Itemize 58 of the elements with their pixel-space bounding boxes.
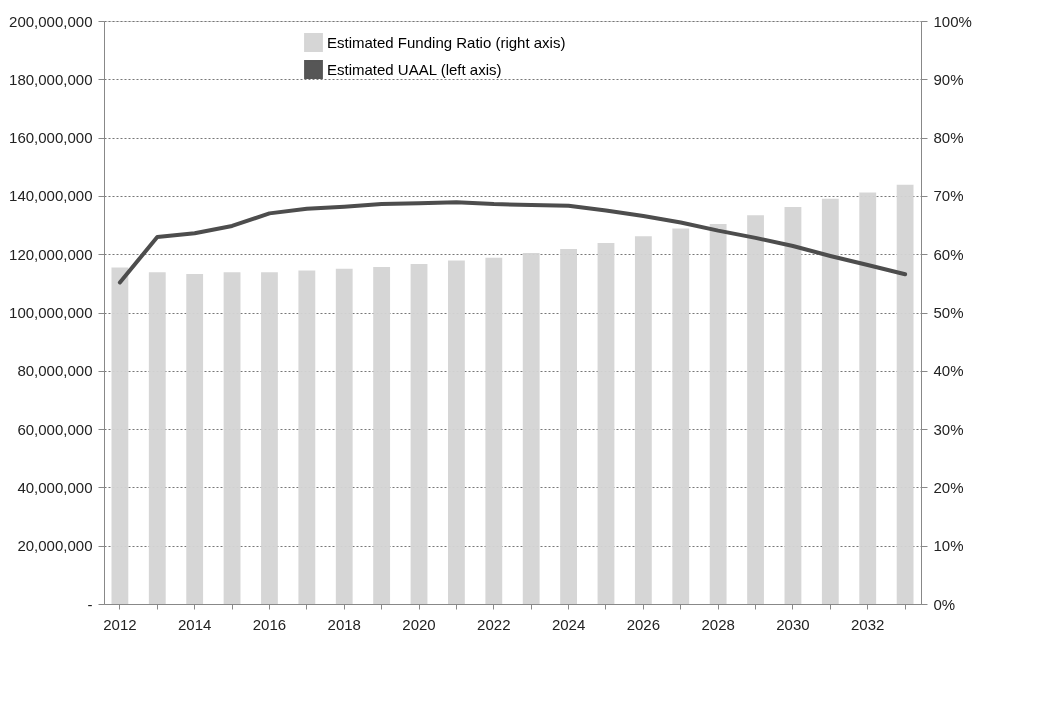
bar [223, 272, 241, 604]
line-series [117, 200, 908, 285]
x-tick-label: 2030 [776, 615, 810, 633]
x-tick-label: 2016 [252, 615, 287, 633]
bar [522, 253, 540, 604]
bar [597, 243, 615, 604]
y-tick-label: 100,000,000 [9, 304, 93, 321]
x-tick-label: 2012 [103, 615, 137, 633]
bar [186, 274, 204, 604]
bar [747, 215, 764, 604]
y2-tick-label: 30% [933, 420, 964, 438]
bar [148, 272, 166, 604]
x-tick-label: 2028 [701, 615, 735, 633]
y2-tick-label: 20% [933, 478, 964, 496]
legend-label: Estimated Funding Ratio (right axis) [327, 33, 566, 51]
bar [298, 270, 316, 604]
bar [821, 198, 839, 604]
y2-tick-label: 60% [933, 245, 964, 263]
x-tick-label: 2020 [402, 615, 436, 633]
y2-tick-label: 80% [933, 129, 964, 147]
bar [560, 248, 577, 604]
bar [410, 264, 428, 604]
bar [709, 223, 727, 604]
bar [485, 257, 503, 604]
bar [634, 236, 652, 604]
x-tick-label: 2024 [551, 615, 586, 633]
x-tick-label: 2032 [851, 615, 885, 633]
bar [373, 267, 391, 604]
y-tick-label: 140,000,000 [9, 187, 93, 205]
bar [261, 272, 278, 604]
bar [335, 268, 353, 604]
bar [859, 192, 877, 604]
y2-tick-label: 10% [933, 537, 964, 555]
y2-tick-label: 50% [933, 304, 964, 321]
x-tick-label: 2026 [626, 615, 661, 633]
y-tick-label: 160,000,000 [9, 129, 93, 147]
bar [896, 184, 914, 604]
y2-tick-label: 70% [933, 187, 964, 205]
y-tick-label: 20,000,000 [17, 537, 93, 555]
bar [448, 260, 465, 604]
bar [784, 206, 802, 604]
x-tick-label: 2014 [177, 615, 212, 633]
y-tick-label: 60,000,000 [17, 420, 93, 438]
y2-tick-label: 0% [933, 595, 956, 613]
bar [672, 228, 690, 604]
y-tick-label: 180,000,000 [9, 70, 93, 88]
y2-tick-label: 40% [933, 362, 964, 380]
y-tick-label: 80,000,000 [17, 362, 93, 380]
y-tick-label: 200,000,000 [9, 12, 93, 30]
y-tick-label: 120,000,000 [9, 245, 93, 263]
y2-tick-label: 90% [933, 70, 964, 88]
y-tick-label: 40,000,000 [17, 478, 93, 496]
legend-label: Estimated UAAL (left axis) [327, 60, 502, 78]
y2-tick-label: 100% [933, 12, 972, 30]
x-tick-label: 2022 [477, 615, 511, 633]
bar [111, 267, 129, 604]
x-tick-label: 2018 [327, 615, 361, 633]
y-tick-label: - [87, 595, 93, 613]
